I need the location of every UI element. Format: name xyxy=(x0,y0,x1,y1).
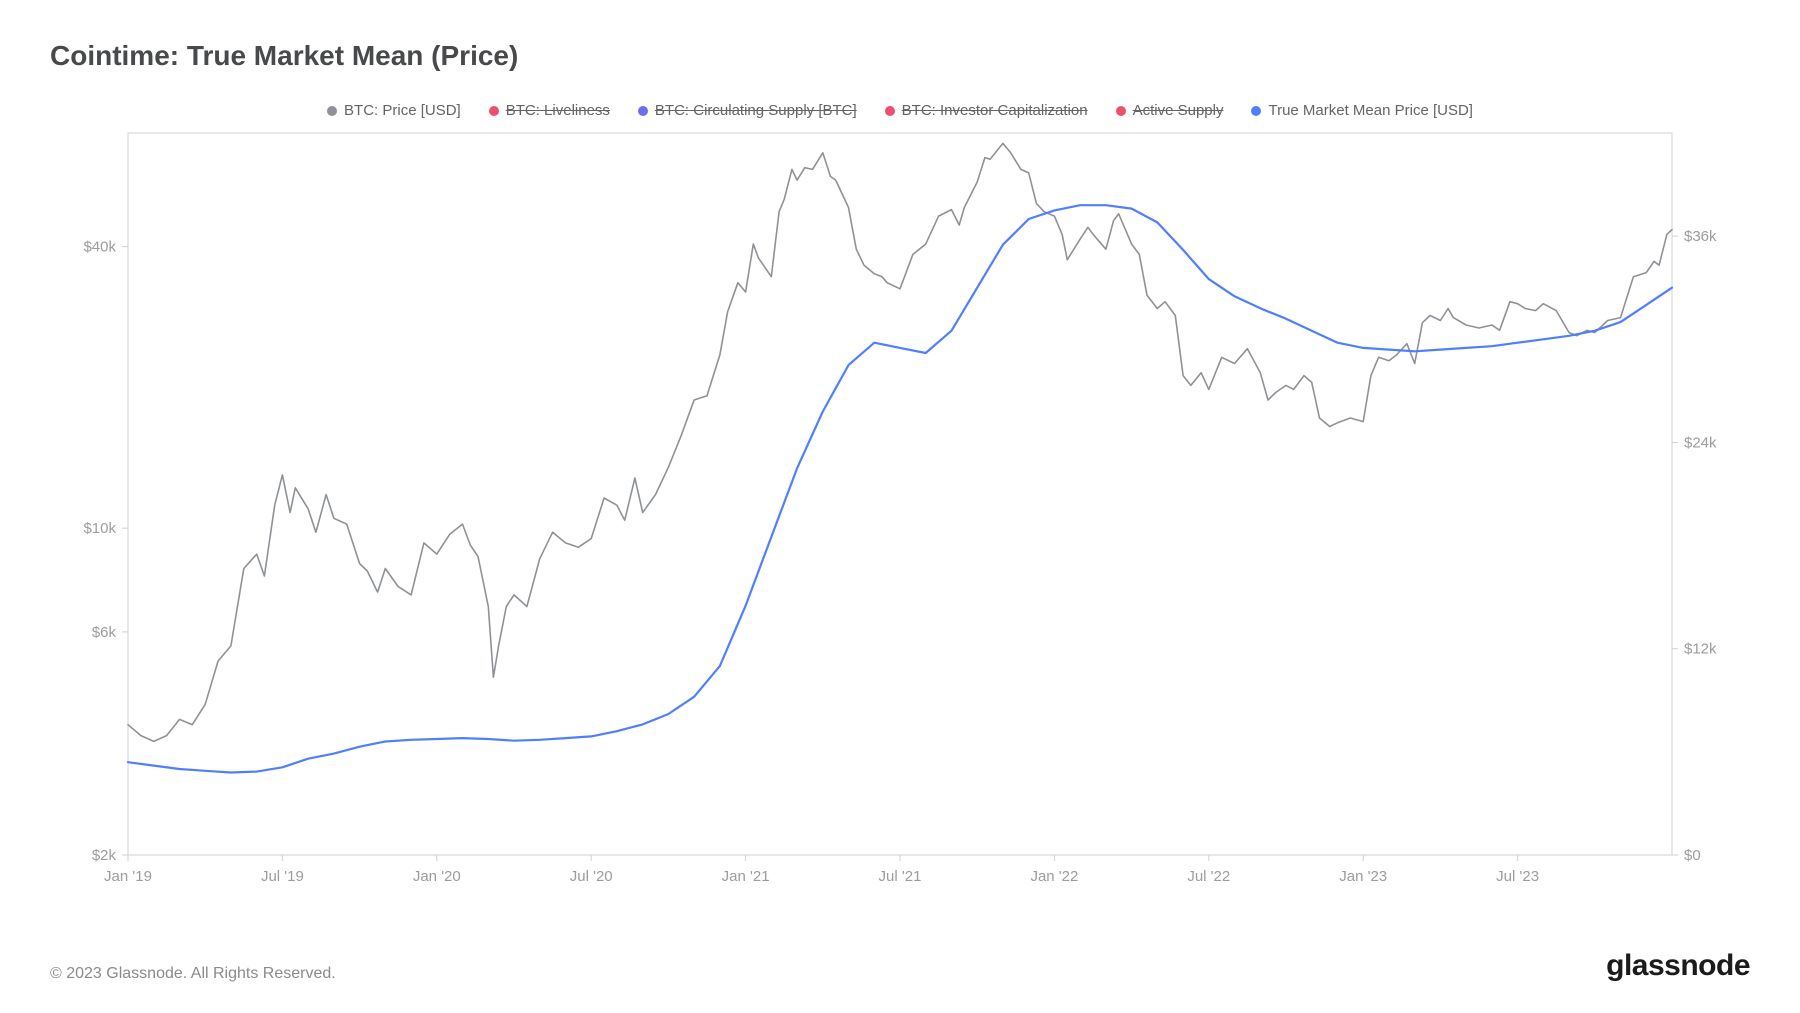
chart-legend: BTC: Price [USD] BTC: Liveliness BTC: Circ… xyxy=(50,102,1750,119)
legend-label: BTC: Circulating Supply [BTC] xyxy=(655,102,857,119)
chart-title: Cointime: True Market Mean (Price) xyxy=(50,40,1750,72)
svg-text:$0: $0 xyxy=(1684,847,1701,864)
legend-dot xyxy=(327,106,337,116)
svg-text:Jul '20: Jul '20 xyxy=(570,868,613,885)
svg-text:$6k: $6k xyxy=(92,624,117,641)
legend-dot xyxy=(638,106,648,116)
copyright-text: © 2023 Glassnode. All Rights Reserved. xyxy=(50,965,336,983)
svg-text:$12k: $12k xyxy=(1684,641,1717,658)
svg-text:Jan '20: Jan '20 xyxy=(413,868,461,885)
svg-text:Jul '23: Jul '23 xyxy=(1496,868,1539,885)
legend-item[interactable]: BTC: Investor Capitalization xyxy=(885,102,1088,119)
svg-text:$36k: $36k xyxy=(1684,228,1717,245)
chart-svg: $2k $6k $10k $40k $0 $12k $24k $36k Jan '19 Jul '… xyxy=(50,125,1750,905)
legend-item[interactable]: True Market Mean Price [USD] xyxy=(1251,102,1473,119)
brand-logo: glassnode xyxy=(1606,949,1750,983)
legend-dot xyxy=(1251,106,1261,116)
svg-text:Jan '23: Jan '23 xyxy=(1339,868,1387,885)
legend-item[interactable]: BTC: Price [USD] xyxy=(327,102,461,119)
legend-item[interactable]: Active Supply xyxy=(1116,102,1224,119)
legend-label: BTC: Liveliness xyxy=(506,102,610,119)
svg-text:Jul '22: Jul '22 xyxy=(1187,868,1230,885)
svg-text:Jul '21: Jul '21 xyxy=(879,868,922,885)
svg-text:Jan '21: Jan '21 xyxy=(722,868,770,885)
svg-text:Jan '22: Jan '22 xyxy=(1030,868,1078,885)
chart-plot-area: $2k $6k $10k $40k $0 $12k $24k $36k Jan '19 Jul '… xyxy=(50,125,1750,905)
svg-text:$24k: $24k xyxy=(1684,434,1717,451)
legend-label: BTC: Price [USD] xyxy=(344,102,461,119)
svg-text:Jan '19: Jan '19 xyxy=(104,868,152,885)
legend-item[interactable]: BTC: Circulating Supply [BTC] xyxy=(638,102,857,119)
svg-text:Jul '19: Jul '19 xyxy=(261,868,304,885)
legend-label: True Market Mean Price [USD] xyxy=(1268,102,1473,119)
legend-label: Active Supply xyxy=(1133,102,1224,119)
legend-item[interactable]: BTC: Liveliness xyxy=(489,102,610,119)
legend-dot xyxy=(885,106,895,116)
svg-text:$2k: $2k xyxy=(92,847,117,864)
svg-text:$10k: $10k xyxy=(83,520,116,537)
svg-text:$40k: $40k xyxy=(83,239,116,256)
legend-dot xyxy=(1116,106,1126,116)
legend-dot xyxy=(489,106,499,116)
legend-label: BTC: Investor Capitalization xyxy=(902,102,1088,119)
